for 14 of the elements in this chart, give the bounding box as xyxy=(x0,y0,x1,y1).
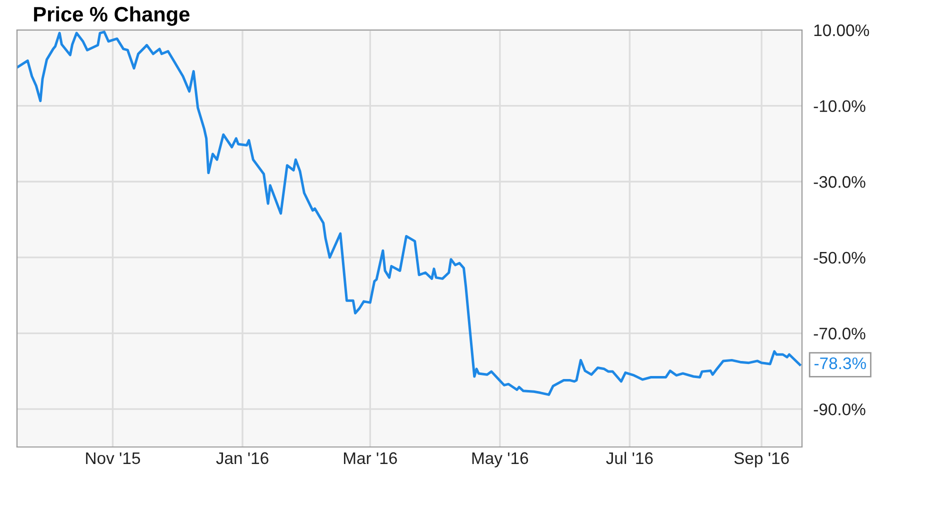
x-tick-label: Nov '15 xyxy=(86,452,140,464)
y-tick-label: -30.0% xyxy=(814,176,866,188)
annotation: -78.3% xyxy=(814,357,866,370)
y-tick-label: -10.0% xyxy=(814,100,866,112)
x-tick-label: Jul '16 xyxy=(606,452,653,464)
x-tick-label: Mar '16 xyxy=(344,452,397,464)
y-tick-label: 10.00% xyxy=(814,24,870,36)
y-tick-label: -90.0% xyxy=(814,403,866,416)
chart-title: Price % Change xyxy=(34,6,190,26)
y-tick-label: -50.0% xyxy=(814,252,866,264)
x-tick-label: Jan '16 xyxy=(216,452,268,464)
x-tick-label: Sep '16 xyxy=(734,452,789,468)
y-tick-label: -70.0% xyxy=(814,328,866,340)
x-tick-label: May '16 xyxy=(472,452,528,468)
